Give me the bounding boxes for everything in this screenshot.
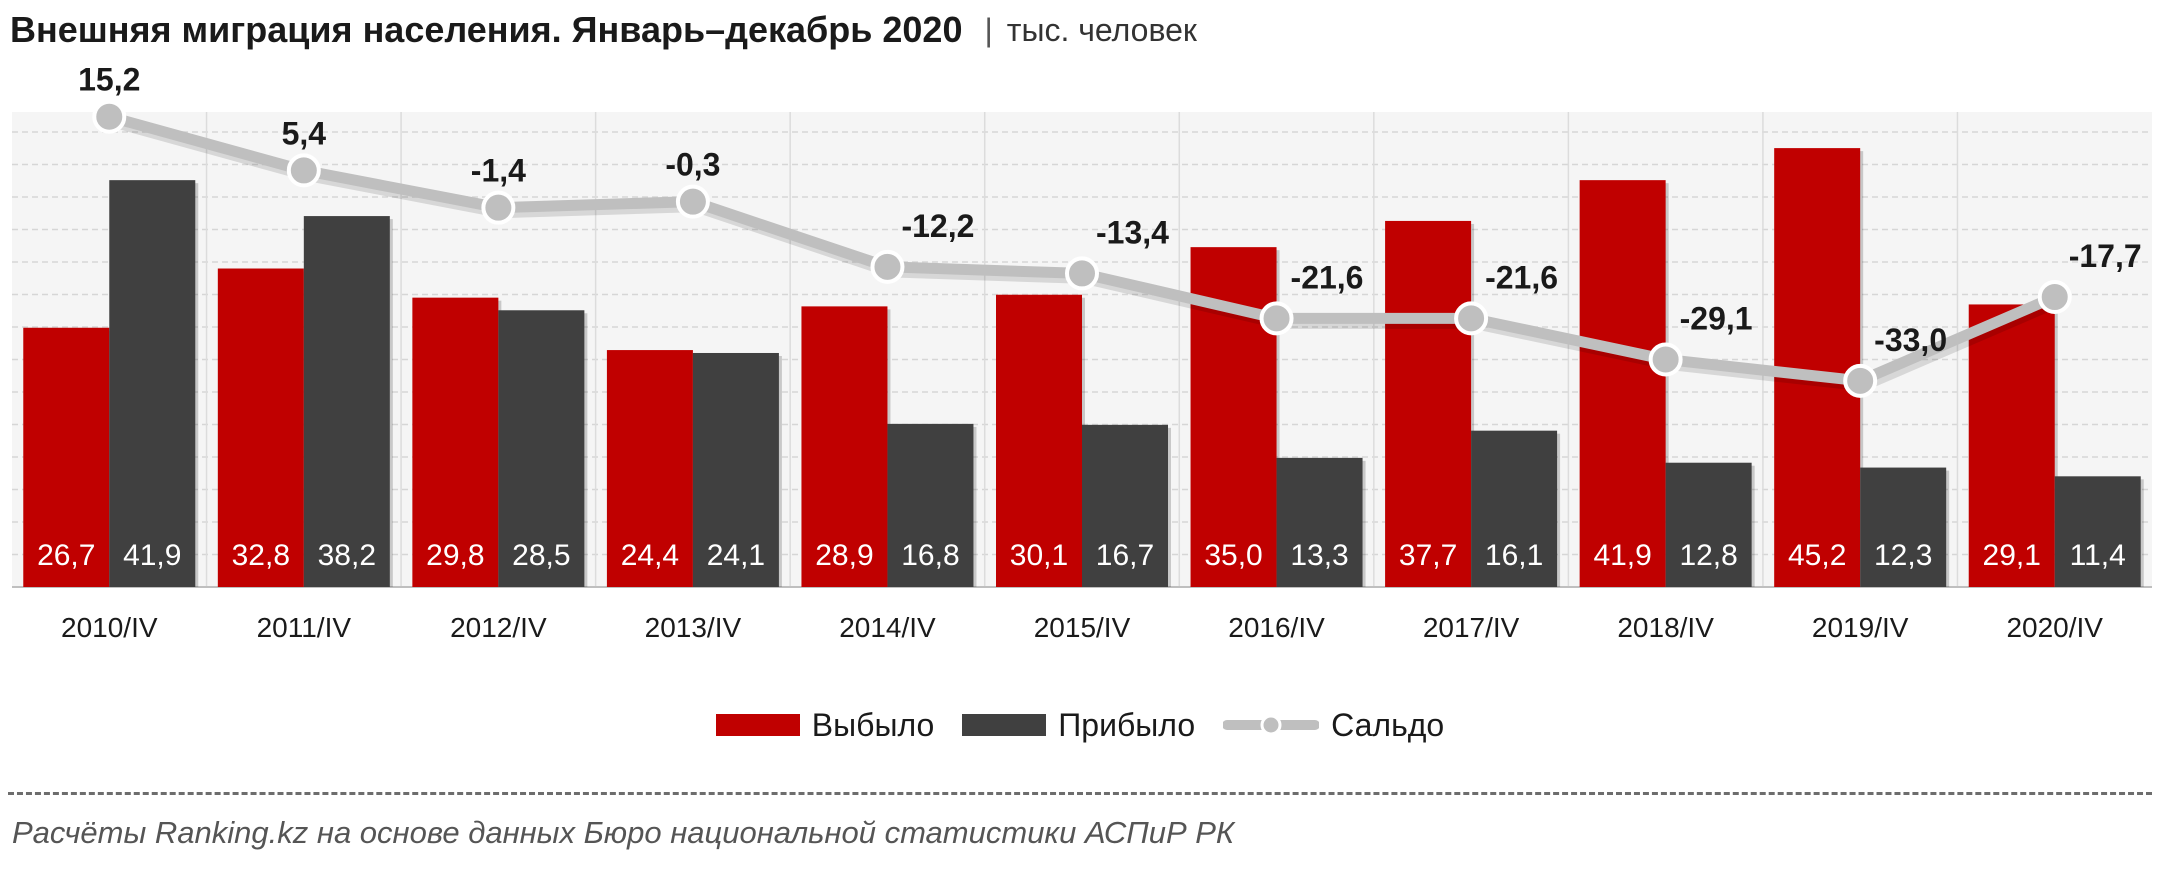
bar-label-departed: 28,9 <box>815 539 873 572</box>
balance-label: -17,7 <box>2069 238 2142 274</box>
bar-arrived <box>1276 457 1363 587</box>
legend-swatch-arrived <box>962 714 1047 736</box>
x-tick-label: 2014/IV <box>839 612 936 643</box>
bar-arrived <box>1860 467 1947 587</box>
balance-point <box>286 153 321 188</box>
bar-label-arrived: 11,4 <box>2070 539 2126 572</box>
balance-label: -21,6 <box>1485 259 1558 295</box>
bar-label-departed: 32,8 <box>232 539 290 572</box>
bar-arrived <box>2054 476 2141 587</box>
legend-item-arrived: Прибыло <box>962 707 1195 744</box>
balance-label: -13,4 <box>1096 214 1169 250</box>
x-tick-label: 2011/IV <box>257 612 352 643</box>
bar-label-departed: 35,0 <box>1204 539 1262 572</box>
chart-title: Внешняя миграция населения. Январь–декаб… <box>10 9 963 50</box>
balance-label: 15,2 <box>78 62 140 98</box>
bar-label-departed: 26,7 <box>37 539 95 572</box>
legend-label-balance: Сальдо <box>1331 706 1445 743</box>
bar-departed <box>217 268 304 587</box>
balance-label: -29,1 <box>1680 300 1753 336</box>
balance-point <box>1843 363 1878 398</box>
bar-arrived <box>1665 462 1752 587</box>
bar-label-arrived: 38,2 <box>318 539 376 572</box>
balance-label: -33,0 <box>1874 322 1947 358</box>
bar-label-departed: 41,9 <box>1593 539 1651 572</box>
legend-label-departed: Выбыло <box>811 706 935 743</box>
x-tick-label: 2016/IV <box>1228 612 1325 643</box>
title-separator: | <box>984 11 993 48</box>
balance-point <box>1648 342 1683 377</box>
balance-point <box>92 99 127 134</box>
bar-label-arrived: 13,3 <box>1290 539 1348 572</box>
balance-label: -21,6 <box>1291 259 1364 295</box>
balance-label: 5,4 <box>282 115 327 151</box>
balance-point <box>481 190 516 225</box>
balance-label: -1,4 <box>471 153 526 189</box>
x-tick-label: 2012/IV <box>450 612 547 643</box>
legend-swatch-departed <box>715 714 800 736</box>
bar-departed <box>23 327 110 587</box>
bar-label-arrived: 16,7 <box>1096 539 1154 572</box>
bar-label-arrived: 16,1 <box>1485 539 1543 572</box>
balance-point <box>675 184 710 219</box>
bar-arrived <box>887 423 974 587</box>
bar-arrived <box>498 310 585 587</box>
legend-item-departed: Выбыло <box>715 706 935 744</box>
bar-label-arrived: 24,1 <box>707 539 765 572</box>
bar-arrived <box>692 352 779 587</box>
bar-label-departed: 45,2 <box>1788 539 1846 572</box>
bar-departed <box>801 306 888 587</box>
bar-label-arrived: 16,8 <box>901 539 959 572</box>
bar-departed <box>1385 220 1472 588</box>
x-tick-label: 2017/IV <box>1423 612 1520 643</box>
chart-legend: Выбыло Прибыло Сальдо <box>0 700 2160 750</box>
x-tick-label: 2015/IV <box>1034 612 1131 643</box>
bar-arrived <box>1471 430 1558 587</box>
bar-departed <box>606 350 693 587</box>
balance-point <box>870 249 905 284</box>
bar-label-arrived: 12,8 <box>1679 539 1737 572</box>
bar-label-departed: 30,1 <box>1010 539 1068 572</box>
bar-label-departed: 24,4 <box>621 539 679 572</box>
balance-label: -0,3 <box>665 147 720 183</box>
legend-swatch-balance <box>1223 714 1320 736</box>
bar-arrived <box>303 216 390 587</box>
bar-arrived <box>109 180 196 587</box>
balance-point <box>1259 301 1294 336</box>
bar-label-arrived: 12,3 <box>1874 539 1932 572</box>
x-tick-label: 2018/IV <box>1617 612 1714 643</box>
bar-label-arrived: 41,9 <box>123 539 181 572</box>
bar-departed <box>996 294 1082 587</box>
balance-point <box>2037 279 2072 314</box>
bar-label-departed: 37,7 <box>1399 539 1457 572</box>
bar-label-departed: 29,8 <box>426 539 484 572</box>
x-tick-label: 2013/IV <box>645 612 742 643</box>
legend-item-balance: Сальдо <box>1223 707 1444 744</box>
bar-arrived <box>1082 424 1168 587</box>
footer-divider <box>8 792 2152 795</box>
bar-label-arrived: 28,5 <box>512 539 570 572</box>
bar-label-departed: 29,1 <box>1983 539 2041 572</box>
bar-departed <box>1968 304 2055 587</box>
balance-point <box>1454 301 1489 336</box>
legend-label-arrived: Прибыло <box>1058 706 1196 743</box>
balance-point <box>1065 256 1099 291</box>
bar-departed <box>412 297 499 587</box>
x-tick-label: 2019/IV <box>1812 612 1909 643</box>
chart-unit: тыс. человек <box>1006 11 1197 48</box>
bar-departed <box>1579 180 1666 587</box>
chart-header: Внешняя миграция населения. Январь–декаб… <box>10 0 1197 60</box>
balance-label: -12,2 <box>901 208 974 244</box>
x-tick-label: 2020/IV <box>2006 612 2103 643</box>
x-tick-label: 2010/IV <box>61 612 158 643</box>
source-note: Расчёты Ranking.kz на основе данных Бюро… <box>12 815 1235 850</box>
